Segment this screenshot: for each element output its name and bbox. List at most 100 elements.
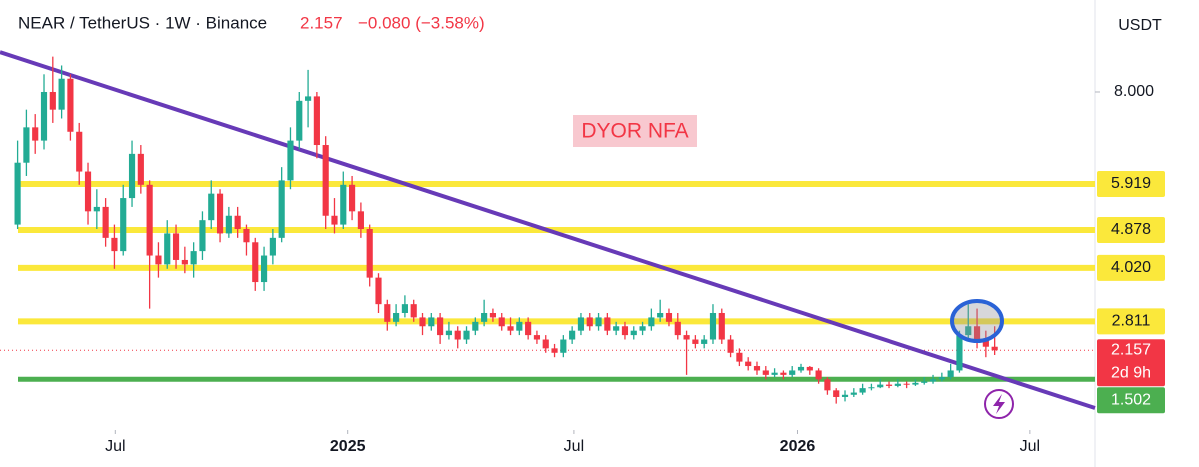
candle-body (965, 326, 972, 336)
x-tick-label: Jul (1020, 438, 1040, 455)
candle-body (850, 392, 857, 395)
candle-body (208, 193, 215, 221)
candle-body (542, 339, 549, 349)
candle-body (472, 321, 479, 331)
candle-body (929, 379, 937, 382)
candle-body (32, 127, 39, 141)
candle-body (885, 384, 893, 386)
candle-body (454, 330, 461, 340)
candle-body (357, 211, 364, 230)
candle-body (551, 348, 558, 353)
candle-body (674, 321, 681, 336)
candle-body (797, 366, 805, 371)
candle-body (340, 184, 347, 225)
candle-body (683, 335, 690, 340)
candle-body (991, 346, 998, 351)
candle-body (859, 388, 866, 393)
candle-body (595, 317, 602, 327)
candle-body (639, 326, 646, 331)
candle-body (921, 381, 928, 383)
level-label: 2.811 (1112, 313, 1151, 330)
candle-body (648, 317, 655, 327)
y-tick-label: 8.000 (1114, 83, 1154, 100)
candle-body (560, 339, 567, 353)
level-label-box (1097, 308, 1165, 335)
candle-body (982, 339, 989, 347)
candle-body (146, 184, 153, 256)
candle-body (806, 366, 813, 371)
candle-body (67, 78, 74, 132)
candle-body (304, 96, 312, 101)
candle-body (507, 326, 514, 331)
candle-body (40, 91, 48, 141)
candle-body (269, 237, 276, 256)
candle-body (815, 370, 822, 380)
level-label-box (1097, 216, 1165, 243)
candle-body (384, 304, 391, 322)
candle-body (58, 78, 65, 110)
candle-body (973, 326, 981, 340)
candle-body (428, 317, 435, 327)
candle-body (287, 140, 294, 181)
candle-body (393, 312, 400, 322)
candle-body (401, 304, 408, 313)
annotation: DYOR NFA (581, 120, 688, 143)
candle-body (23, 127, 30, 163)
candle-body (313, 96, 320, 146)
x-tick-label: Jul (564, 438, 584, 455)
candle-body (199, 220, 206, 252)
candle-body (753, 366, 761, 371)
plot-area: 8.000 Jul 2025 Jul 2026 Jul (0, 0, 1154, 467)
level-label-box (1097, 254, 1165, 281)
candle-body (445, 330, 452, 336)
candle-body (234, 215, 241, 230)
candle-body (947, 370, 954, 378)
candle-body (164, 233, 171, 265)
last-price: 2.157 (300, 13, 343, 32)
level-label-box (1097, 387, 1165, 414)
candle-body (410, 304, 417, 318)
price-change: −0.080 (−3.58%) (358, 13, 485, 32)
trendline (0, 50, 1096, 410)
candle-body (111, 237, 118, 252)
candle-body (718, 312, 725, 340)
candle-body (366, 229, 373, 278)
candle-body (137, 153, 144, 185)
candle-body (824, 379, 831, 391)
level-label: 4.020 (1111, 259, 1151, 276)
currency: USDT (1118, 17, 1162, 34)
candle-body (841, 394, 849, 397)
candle-body (727, 339, 734, 353)
price-label: 2.157 (1111, 341, 1151, 358)
price-label-box (1097, 339, 1165, 387)
candle-body (533, 335, 541, 340)
candle-body (172, 233, 180, 260)
candle-body (419, 317, 426, 327)
candle-body (613, 326, 620, 331)
candle-body (296, 100, 303, 141)
candle-body (76, 131, 83, 172)
alert-bolt (993, 394, 1005, 414)
candle-body (120, 198, 127, 252)
candle-body (84, 171, 92, 212)
candle-body (225, 215, 232, 234)
candle-body (604, 317, 611, 331)
candle-body (181, 259, 188, 265)
candle-body (375, 277, 382, 305)
candle-body (586, 317, 593, 327)
level-label-box (1097, 170, 1165, 197)
candle-body (278, 180, 285, 238)
candle-body (102, 206, 109, 238)
candle-body (630, 330, 637, 336)
candle-body (252, 242, 259, 283)
x-tick-label: 2025 (330, 438, 366, 455)
annotation-box (573, 115, 697, 147)
overlay: 2.157 2d 9h 5.919 4.878 4.020 2.811 1.502 (1097, 170, 1165, 414)
candle-body (736, 352, 743, 362)
candle-body (577, 317, 585, 331)
candle-body (49, 91, 56, 110)
candle-body (516, 321, 523, 331)
candle-body (525, 321, 532, 336)
